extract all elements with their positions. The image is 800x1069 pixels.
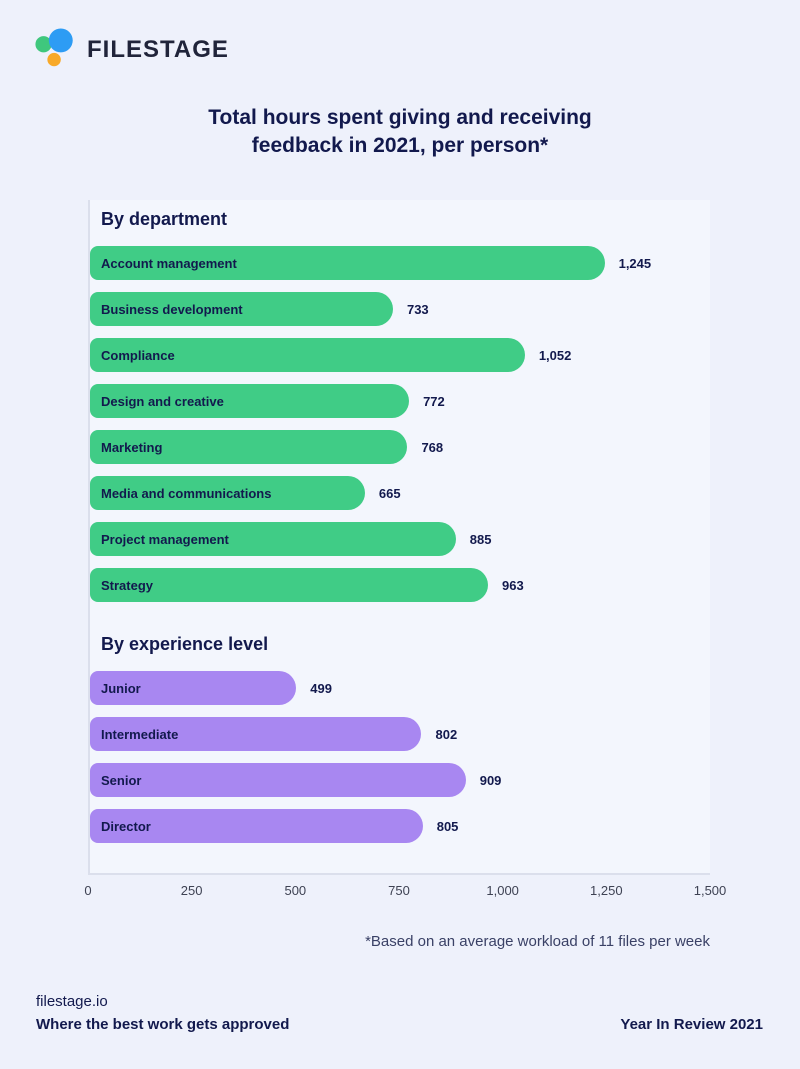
bar-row-director: Director 805 (90, 809, 710, 843)
brand-logo: FILESTAGE (34, 28, 229, 72)
bar-value: 768 (421, 439, 444, 455)
bar-label: Design and creative (101, 393, 224, 409)
bar-label: Business development (101, 301, 243, 317)
x-tick-1000: 1,000 (486, 883, 519, 898)
bar-label: Project management (101, 531, 229, 547)
bar-value: 1,052 (538, 347, 572, 363)
bar-business-development: Business development (90, 292, 393, 326)
x-axis: 0 250 500 750 1,000 1,250 1,500 (84, 883, 726, 901)
bar-row-marketing: Marketing 768 (90, 430, 710, 464)
bar-marketing: Marketing (90, 430, 408, 464)
bar-label: Account management (101, 255, 237, 271)
bar-row-strategy: Strategy 963 (90, 568, 710, 602)
bar-label: Junior (101, 680, 141, 696)
filestage-logo-icon (35, 28, 73, 67)
bar-value: 1,245 (618, 255, 652, 271)
x-tick-1250: 1,250 (590, 883, 623, 898)
chart-title-line2: feedback in 2021, per person* (251, 134, 549, 157)
bar-value: 802 (435, 726, 458, 742)
bar-value: 885 (469, 531, 492, 547)
section-heading-by-department: By department (101, 209, 228, 229)
footnote: *Based on an average workload of 11 file… (365, 933, 710, 950)
bar-design-and-creative: Design and creative (90, 384, 410, 418)
bar-media-and-communications: Media and communications (90, 476, 365, 510)
bar-strategy: Strategy (90, 568, 489, 602)
bar-value: 665 (378, 485, 401, 501)
bar-value: 772 (423, 393, 445, 409)
bar-junior: Junior (90, 671, 297, 705)
bar-value: 963 (502, 577, 524, 593)
section-heading-by-experience-level: By experience level (101, 634, 269, 654)
bar-senior: Senior (90, 763, 466, 797)
x-tick-750: 750 (388, 883, 410, 898)
chart-title-line1: Total hours spent giving and receiving (208, 106, 592, 129)
bar-row-compliance: Compliance 1,052 (90, 338, 710, 372)
bar-account-management: Account management (90, 246, 605, 280)
bar-value: 805 (436, 818, 459, 834)
bar-value: 909 (479, 772, 502, 788)
bar-row-design-and-creative: Design and creative 772 (90, 384, 710, 418)
bar-row-project-management: Project management 885 (90, 522, 710, 556)
x-tick-0: 0 (84, 883, 92, 898)
brand-name: FILESTAGE (87, 36, 229, 63)
chart-area: By department Account management 1,245 Busi… (84, 200, 726, 901)
bar-intermediate: Intermediate (90, 717, 422, 751)
bar-label: Director (101, 818, 151, 834)
bar-row-junior: Junior 499 (90, 671, 710, 705)
bar-label: Strategy (101, 577, 154, 593)
bar-label: Marketing (101, 439, 163, 455)
footer-site: filestage.io (36, 993, 108, 1010)
bar-value: 499 (310, 680, 332, 696)
chart-plot-area: By department Account management 1,245 Busi… (88, 200, 710, 875)
bar-row-senior: Senior 909 (90, 763, 710, 797)
footer-edition: Year In Review 2021 (620, 1016, 763, 1033)
bar-label: Senior (101, 772, 142, 788)
bar-director: Director (90, 809, 423, 843)
bar-compliance: Compliance (90, 338, 525, 372)
bar-row-intermediate: Intermediate 802 (90, 717, 710, 751)
bar-value: 733 (406, 301, 429, 317)
x-tick-250: 250 (180, 883, 203, 898)
bar-project-management: Project management (90, 522, 456, 556)
bar-label: Intermediate (101, 726, 179, 742)
bar-label: Compliance (101, 347, 175, 363)
bar-row-media-and-communications: Media and communications 665 (90, 476, 710, 510)
x-tick-500: 500 (284, 883, 307, 898)
chart-title: Total hours spent giving and receiving f… (0, 104, 800, 160)
bar-row-business-development: Business development 733 (90, 292, 710, 326)
x-tick-1500: 1,500 (693, 883, 727, 898)
footer-tagline: Where the best work gets approved (36, 1016, 290, 1033)
bar-row-account-management: Account management 1,245 (90, 246, 710, 280)
bar-label: Media and communications (101, 485, 272, 501)
